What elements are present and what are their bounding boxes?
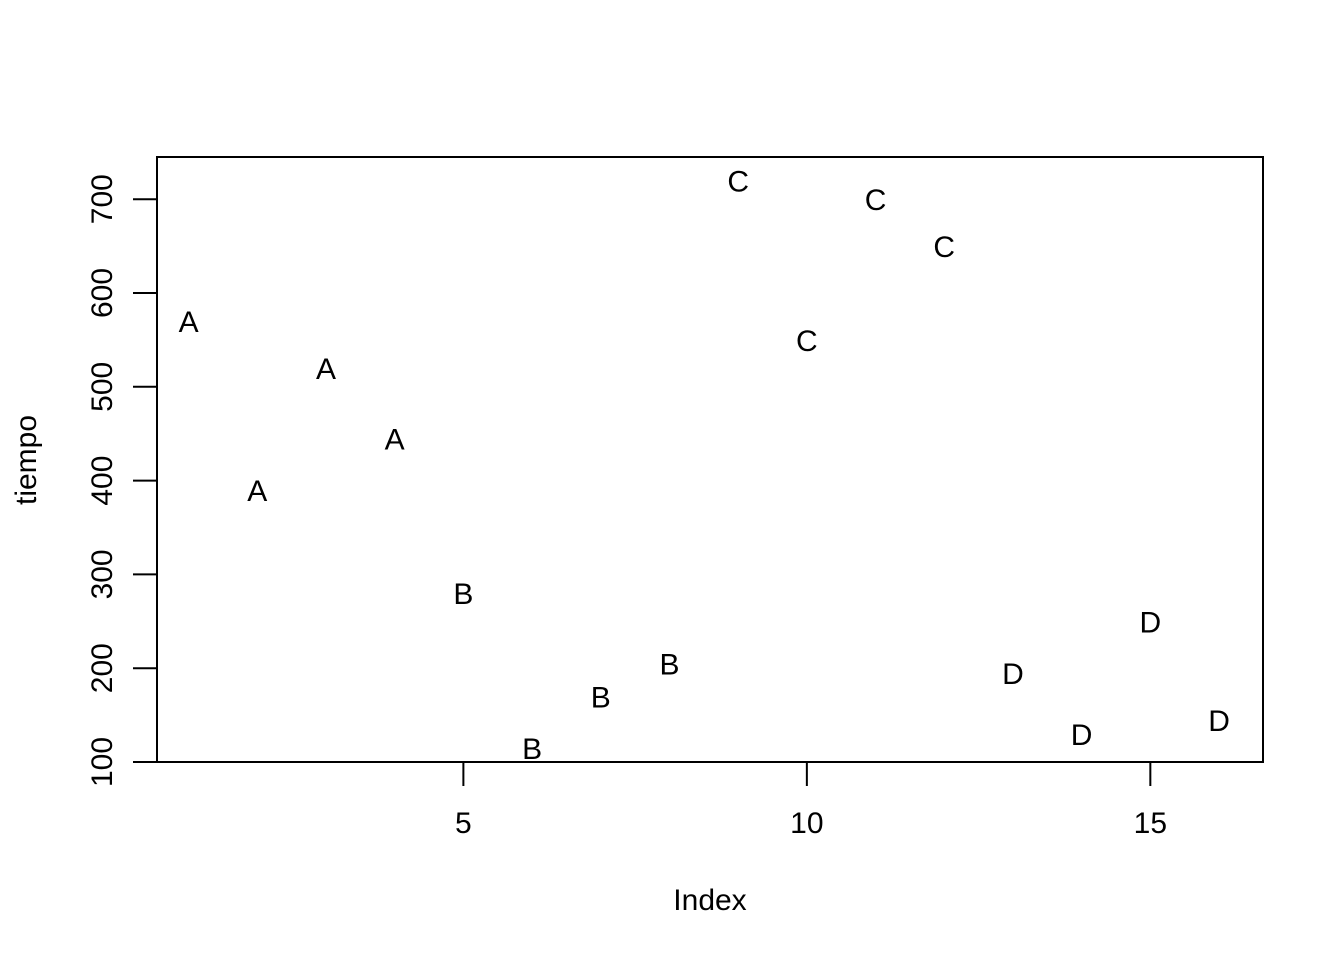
y-tick-label: 200 xyxy=(86,643,119,693)
x-tick-label: 10 xyxy=(790,807,823,840)
data-point-label: D xyxy=(1140,606,1162,639)
y-tick-label: 500 xyxy=(86,362,119,412)
data-point-label: C xyxy=(727,165,749,198)
y-tick-label: 600 xyxy=(86,268,119,318)
data-point-label: D xyxy=(1208,705,1230,738)
data-point-label: A xyxy=(316,353,336,386)
y-tick-label: 700 xyxy=(86,174,119,224)
data-point-label: C xyxy=(796,325,818,358)
data-point-label: D xyxy=(1071,719,1093,752)
y-tick-label: 400 xyxy=(86,456,119,506)
y-axis-title: tiempo xyxy=(10,415,43,505)
data-point-label: D xyxy=(1002,658,1024,691)
plot-area-frame xyxy=(156,156,1264,763)
x-axis: 5 10 15 xyxy=(455,761,1167,840)
y-tick-label: 300 xyxy=(86,549,119,599)
data-points: A A A A B B B B C C C C D D D D xyxy=(179,165,1230,765)
y-axis: 100 200 300 400 500 600 700 xyxy=(86,174,158,787)
data-point-label: B xyxy=(591,681,611,714)
data-point-label: B xyxy=(522,733,542,766)
data-point-label: B xyxy=(453,578,473,611)
x-tick-label: 5 xyxy=(455,807,472,840)
data-point-label: C xyxy=(933,231,955,264)
y-tick-label: 100 xyxy=(86,737,119,787)
x-tick-label: 15 xyxy=(1134,807,1167,840)
data-point-label: B xyxy=(659,649,679,682)
data-point-label: A xyxy=(247,475,267,508)
x-axis-title: Index xyxy=(673,884,746,917)
data-point-label: A xyxy=(385,423,405,456)
data-point-label: A xyxy=(179,306,199,339)
data-point-label: C xyxy=(865,184,887,217)
